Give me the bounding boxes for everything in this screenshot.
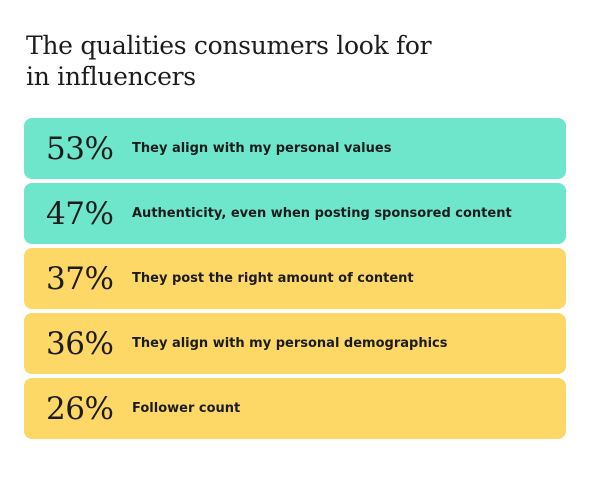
quality-label: Follower count xyxy=(132,401,241,416)
chart-title: The qualities consumers look for in infl… xyxy=(26,30,546,92)
quality-row: 26% Follower count xyxy=(24,378,566,439)
quality-label: They align with my personal values xyxy=(132,141,392,156)
chart-title-line-1: The qualities consumers look for xyxy=(26,31,432,60)
quality-label: They align with my personal demographics xyxy=(132,336,448,351)
quality-label: They post the right amount of content xyxy=(132,271,414,286)
chart-title-line-2: in influencers xyxy=(26,62,196,91)
quality-row: 47% Authenticity, even when posting spons… xyxy=(24,183,566,244)
quality-percentage: 36% xyxy=(46,325,114,362)
quality-row: 53% They align with my personal values xyxy=(24,118,566,179)
quality-row: 37% They post the right amount of content xyxy=(24,248,566,309)
quality-list: 53% They align with my personal values 47%… xyxy=(24,118,566,443)
quality-percentage: 26% xyxy=(46,390,114,427)
quality-label: Authenticity, even when posting sponsore… xyxy=(132,206,512,221)
quality-row: 36% They align with my personal demograph… xyxy=(24,313,566,374)
quality-percentage: 53% xyxy=(46,130,114,167)
quality-percentage: 47% xyxy=(46,195,114,232)
quality-percentage: 37% xyxy=(46,260,114,297)
